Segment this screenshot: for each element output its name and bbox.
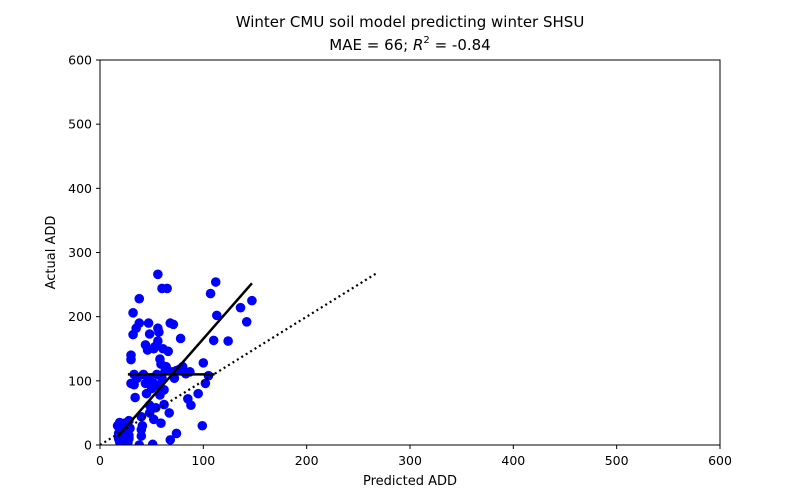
data-point [223,336,233,346]
subtitle-r-symbol: R [413,36,423,54]
data-point [134,293,145,304]
one-to-one-line [100,272,377,445]
data-point [128,308,138,318]
y-tick-label: 100 [68,373,92,388]
subtitle-prefix: MAE = 66; [329,36,413,54]
plot-frame [99,59,721,446]
data-point [197,420,208,431]
x-tick-label: 0 [96,453,104,468]
data-point [235,302,246,313]
data-point [151,402,161,413]
data-point [205,288,216,299]
data-point [148,414,159,425]
x-tick-label: 500 [605,453,629,468]
subtitle-suffix: = -0.84 [430,36,491,54]
axes: 0 100 200 300 400 500 600 0 100 200 300 400 500 600 [68,53,732,469]
data-point [198,358,209,368]
data-point [186,400,196,411]
data-point [210,277,221,287]
y-tick-label: 500 [68,117,92,132]
data-point [124,415,134,426]
data-point [163,346,173,357]
data-point [168,319,179,330]
data-point [211,310,222,321]
data-point [136,431,147,441]
x-axis-label: Predicted ADD [363,474,457,489]
data-point [247,295,257,306]
data-point [144,329,155,339]
data-point [153,336,163,346]
data-point [164,408,175,418]
x-tick-label: 100 [191,453,215,468]
data-point [162,283,172,294]
y-tick-label: 300 [68,245,92,260]
y-tick-label: 600 [68,53,92,68]
data-point [147,439,158,445]
x-tick-label: 600 [708,453,732,468]
data-point [208,335,219,346]
y-tick-label: 0 [84,438,92,453]
data-point [134,318,145,328]
data-point [154,327,164,337]
plot-area [100,269,377,445]
x-tick-label: 300 [398,453,422,468]
data-point [126,354,136,365]
data-point [136,411,147,422]
data-point [143,318,154,328]
x-tick-label: 400 [501,453,525,468]
subtitle-r-exponent: 2 [423,35,429,46]
y-tick-label: 400 [68,181,92,196]
y-tick-label: 200 [68,309,92,324]
chart-title: Winter CMU soil model predicting winter … [236,13,585,31]
data-point [156,418,166,428]
data-point [124,430,134,441]
data-point [193,388,203,399]
data-point [165,435,176,445]
data-point [130,392,140,403]
data-point [175,333,186,344]
data-point [153,269,163,280]
data-point [171,428,182,439]
y-axis-label: Actual ADD [44,216,59,290]
data-point [159,399,169,410]
x-tick-label: 200 [295,453,319,468]
data-point [241,317,252,327]
regression-line [116,282,253,438]
data-point [134,440,145,445]
data-point [137,420,148,431]
chart-subtitle: MAE = 66; R2 = -0.84 [329,35,490,54]
